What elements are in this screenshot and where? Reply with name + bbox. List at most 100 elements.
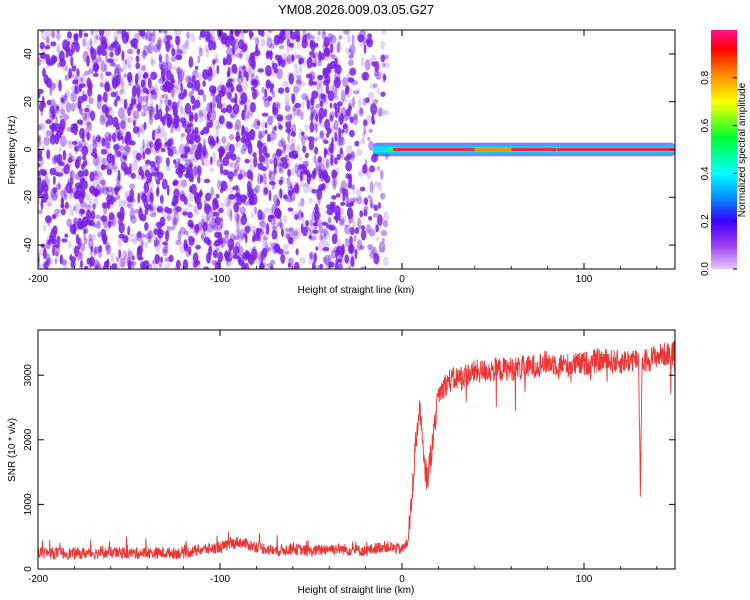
noise-blob [45,44,50,49]
noise-blob [363,44,367,54]
noise-blob [143,181,150,194]
noise-blob [344,237,350,248]
noise-blob [194,148,202,160]
noise-blob [157,233,162,245]
noise-blob [356,87,360,94]
noise-blob [290,138,296,146]
noise-blob [328,261,335,268]
noise-blob [382,220,389,228]
noise-blob [229,160,235,170]
noise-blob [195,244,201,250]
noise-blob [86,131,90,141]
noise-blob [173,178,178,187]
noise-blob [288,151,295,159]
noise-blob [191,82,195,94]
noise-blob [167,138,171,146]
noise-blob [188,191,194,202]
noise-blob [70,102,76,112]
noise-blob [124,135,128,145]
noise-blob [209,207,216,219]
noise-blob [317,60,322,67]
noise-blob [195,65,199,70]
noise-blob [83,237,88,245]
noise-blob [183,196,188,205]
noise-blob [38,102,44,112]
noise-blob [297,74,302,84]
noise-blob [245,233,248,244]
noise-blob [148,32,156,44]
noise-blob [57,181,61,190]
noise-blob [281,36,287,41]
noise-blob [294,183,299,194]
noise-blob [273,213,277,225]
noise-blob [197,175,201,184]
noise-blob [285,144,292,153]
noise-blob [263,182,269,194]
noise-blob [175,206,182,212]
noise-blob [259,221,266,228]
noise-blob [337,264,343,269]
noise-blob [368,140,374,151]
noise-blob [112,162,117,171]
noise-blob [45,77,53,88]
noise-blob [40,141,43,146]
noise-blob [203,30,208,36]
noise-blob [376,87,380,95]
noise-blob [238,70,242,79]
noise-blob [302,182,310,194]
noise-blob [112,165,118,170]
noise-blob [156,130,163,141]
noise-blob [111,132,117,143]
noise-blob [141,111,147,117]
noise-blob [38,134,41,143]
noise-blob [302,30,306,35]
noise-blob [164,245,169,254]
noise-blob [193,99,201,109]
noise-blob [74,156,82,169]
noise-blob [233,66,238,75]
noise-blob [171,201,177,207]
noise-blob [144,74,150,79]
noise-blob [250,171,254,182]
noise-blob [312,227,318,240]
noise-blob [100,39,108,51]
noise-blob [84,91,88,103]
noise-blob [276,68,283,80]
colorbar-label: Normalized spectral amplitude [737,82,748,217]
noise-blob [294,153,299,159]
noise-blob [280,156,287,163]
noise-blob [63,193,68,201]
noise-blob [105,244,111,249]
noise-blob [309,229,313,236]
noise-blob [149,187,153,195]
noise-blob [161,178,168,190]
noise-blob [135,62,141,70]
noise-blob [114,99,118,107]
noise-blob [261,112,269,117]
noise-blob [337,115,344,126]
noise-blob [51,191,58,201]
noise-blob [322,256,328,264]
noise-blob [162,248,168,257]
noise-blob [180,44,187,55]
noise-blob [382,72,386,83]
noise-blob [269,43,275,49]
noise-blob [286,38,290,46]
noise-blob [45,30,52,38]
noise-blob [235,227,239,238]
noise-blob [340,217,345,226]
noise-blob [125,146,131,153]
noise-blob [208,66,213,77]
noise-blob [134,208,140,214]
noise-blob [173,212,179,224]
noise-blob [261,166,268,172]
noise-blob [334,57,338,67]
noise-blob [382,62,386,68]
noise-blob [139,190,147,201]
noise-blob [292,85,300,94]
noise-blob [213,249,218,258]
noise-blob [337,263,344,269]
noise-blob [117,184,124,190]
noise-blob [305,169,310,176]
noise-blob [127,225,131,236]
